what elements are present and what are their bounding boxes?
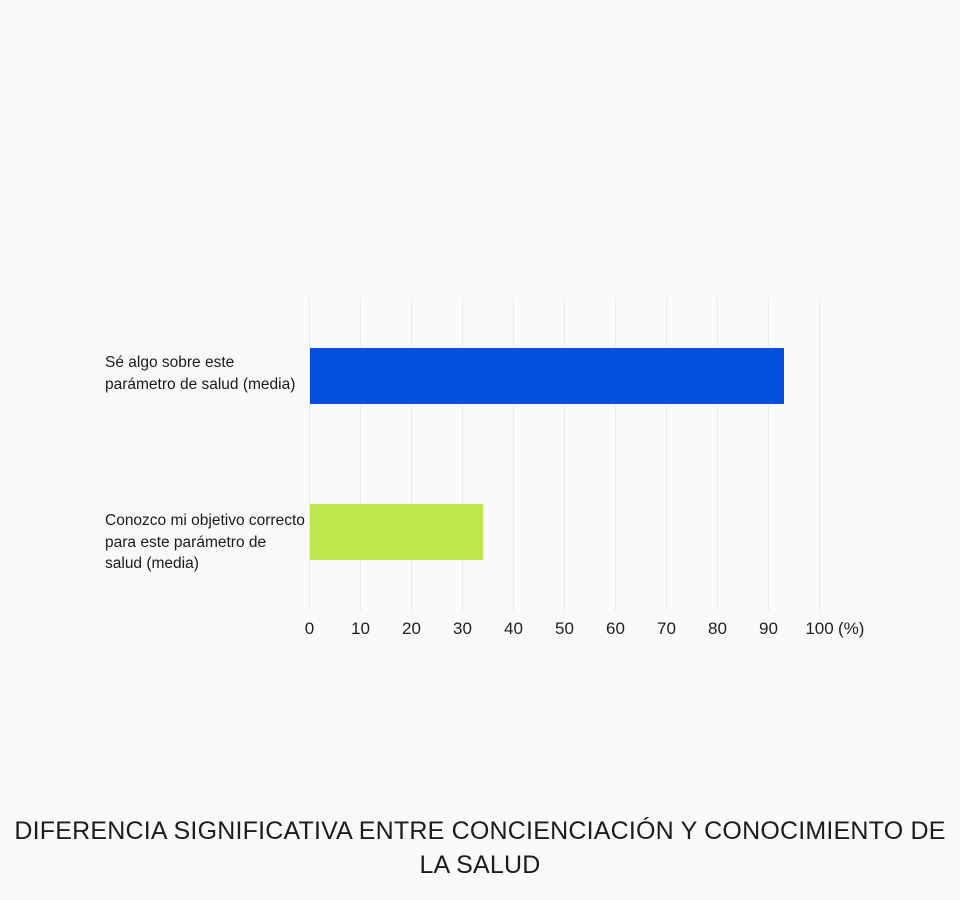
gridline	[411, 298, 412, 612]
gridline	[666, 298, 667, 612]
gridline	[717, 298, 718, 612]
category-label-line: parámetro de salud (media)	[105, 375, 296, 393]
x-tick-label: 30	[453, 619, 472, 638]
category-label-line: Conozco mi objetivo correcto	[105, 512, 305, 529]
bar-awareness	[310, 348, 784, 404]
gridline	[513, 298, 514, 612]
x-tick-label: 10	[351, 619, 370, 638]
category-label-line: para este parámetro de	[105, 533, 267, 551]
bar-knowledge	[310, 504, 483, 560]
gridline	[564, 298, 565, 612]
gridline	[309, 298, 310, 612]
x-tick-label: 40	[504, 619, 523, 638]
category-label-knowledge: Conozco mi objetivo correcto para este p…	[105, 510, 320, 575]
x-axis-unit-label: (%)	[838, 619, 865, 638]
x-tick-label: 80	[708, 619, 727, 638]
gridline	[768, 298, 769, 612]
x-tick-label: 50	[555, 619, 574, 638]
x-tick-label: 20	[402, 619, 421, 638]
gridline	[462, 298, 463, 612]
category-label-awareness: Sé algo sobre este parámetro de salud (m…	[105, 352, 320, 395]
gridline	[819, 298, 820, 612]
category-label-line: salud (media)	[105, 555, 199, 572]
chart-title: DIFERENCIA SIGNIFICATIVA ENTRE CONCIENCI…	[14, 817, 946, 879]
x-tick-label: 90	[759, 619, 778, 638]
gridline	[360, 298, 361, 612]
category-label-line: Sé algo sobre este	[105, 354, 235, 371]
x-tick-label: 70	[657, 619, 676, 638]
x-tick-label: 60	[606, 619, 625, 638]
x-tick-label: 100	[805, 619, 834, 638]
x-tick-label: 0	[304, 619, 315, 638]
gridline	[615, 298, 616, 612]
